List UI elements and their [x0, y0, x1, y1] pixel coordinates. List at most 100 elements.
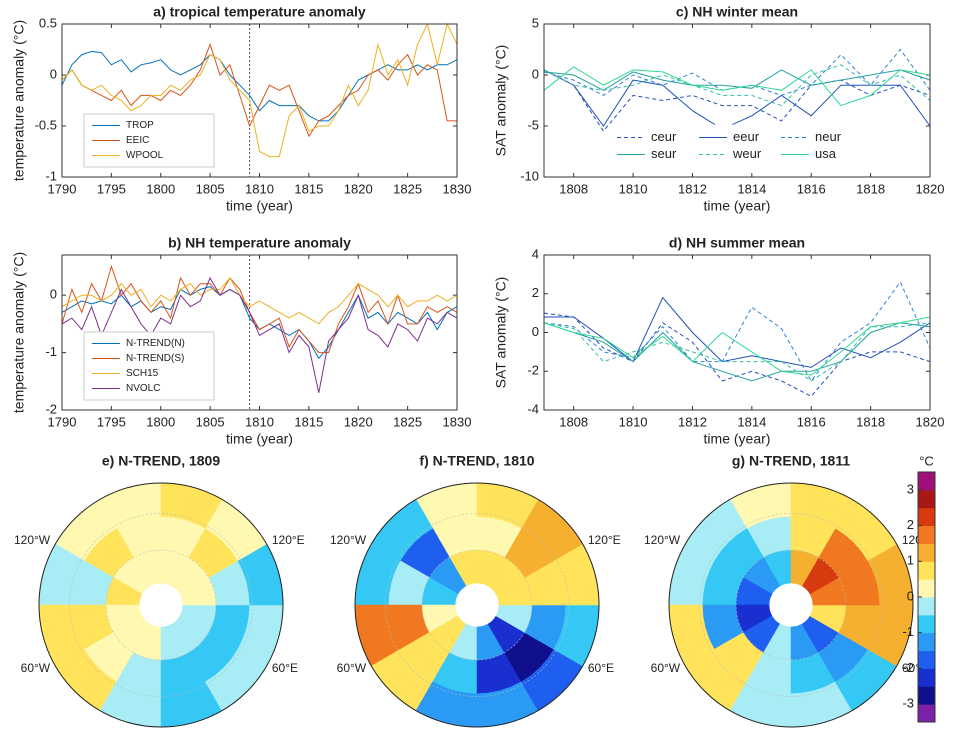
- series-line: [543, 69, 931, 130]
- colorbar-tick-label: -1: [902, 624, 914, 639]
- y-axis-label: SAT anomaly (°C): [493, 45, 509, 157]
- x-tick-label: 1816: [797, 414, 826, 429]
- y-tick-label: 0: [50, 66, 57, 81]
- y-axis-label: SAT anomaly (°C): [493, 277, 509, 389]
- colorbar-band: [918, 614, 935, 634]
- colorbar-band: [918, 668, 935, 687]
- series-line: [543, 66, 931, 107]
- legend-label: TROP: [126, 120, 154, 131]
- y-tick-label: -2: [45, 401, 57, 416]
- x-tick-label: 1820: [344, 181, 373, 196]
- x-tick-label: 1810: [619, 414, 648, 429]
- x-tick-label: 1790: [48, 414, 77, 429]
- graticule: [69, 513, 253, 697]
- series-line: [543, 69, 931, 132]
- lon-label: 60°W: [651, 661, 681, 675]
- colorbar-tick-label: 1: [907, 553, 914, 568]
- lon-label: 60°E: [588, 661, 614, 675]
- legend-label: weur: [732, 146, 762, 161]
- y-tick-label: 0: [50, 287, 57, 302]
- x-axis-label: time (year): [704, 198, 771, 214]
- x-tick-label: 1795: [97, 181, 126, 196]
- x-tick-label: 1818: [856, 414, 885, 429]
- legend-label: ceur: [651, 129, 677, 144]
- x-tick-label: 1810: [245, 181, 274, 196]
- x-tick-label: 1808: [559, 414, 588, 429]
- colorbar-band: [918, 472, 935, 491]
- x-axis-label: time (year): [226, 431, 293, 447]
- axes-box: [61, 254, 458, 411]
- colorbar-band: [918, 704, 935, 723]
- chart-title: a) tropical temperature anomaly: [153, 4, 366, 20]
- map-title: e) N-TREND, 1809: [102, 453, 220, 469]
- colorbar-band: [918, 632, 935, 652]
- colorbar-band: [918, 597, 935, 616]
- y-tick-label: -2: [527, 363, 539, 378]
- graticule: [385, 513, 569, 697]
- colorbar-band: [918, 686, 935, 705]
- y-tick-label: -10: [520, 168, 539, 183]
- legend-label: usa: [815, 146, 837, 161]
- x-tick-label: 1795: [97, 414, 126, 429]
- x-tick-label: 1820: [916, 414, 945, 429]
- x-tick-label: 1815: [294, 181, 323, 196]
- series-line: [544, 296, 931, 368]
- colorbar-tick-label: 3: [907, 481, 914, 496]
- x-tick-label: 1818: [856, 181, 885, 196]
- lon-label: 120°W: [330, 533, 367, 547]
- x-tick-label: 1800: [146, 414, 175, 429]
- x-axis-label: time (year): [704, 431, 771, 447]
- graticule: [105, 549, 217, 661]
- y-tick-label: 2: [532, 285, 539, 300]
- legend-label: eeur: [733, 129, 760, 144]
- series-line: [543, 69, 931, 91]
- colorbar-band: [918, 650, 935, 669]
- lon-label: 60°E: [272, 661, 298, 675]
- x-tick-label: 1810: [619, 181, 648, 196]
- x-tick-label: 1825: [393, 181, 422, 196]
- x-tick-label: 1800: [146, 181, 175, 196]
- lon-label: 120°W: [644, 533, 681, 547]
- legend-label: WPOOL: [126, 150, 164, 161]
- x-tick-label: 1816: [797, 181, 826, 196]
- lon-label: 120°W: [14, 533, 51, 547]
- x-tick-label: 1812: [678, 181, 707, 196]
- series-line: [543, 281, 931, 382]
- lon-label: 120°E: [588, 533, 621, 547]
- series-line: [543, 322, 931, 382]
- map-border: [38, 482, 284, 728]
- lon-label: 60°W: [21, 661, 51, 675]
- x-tick-label: 1812: [678, 414, 707, 429]
- legend-label: N-TREND(S): [126, 353, 184, 364]
- x-tick-label: 1790: [48, 181, 77, 196]
- axes-box: [543, 23, 931, 178]
- colorbar-tick-label: 0: [907, 588, 914, 603]
- x-tick-label: 1815: [294, 414, 323, 429]
- legend-label: EEIC: [126, 135, 149, 146]
- x-tick-label: 1808: [559, 181, 588, 196]
- colorbar-band: [918, 489, 935, 509]
- legend-label: SCH15: [126, 368, 159, 379]
- y-axis-label: temperature anomaly (°C): [11, 252, 27, 413]
- x-tick-label: 1814: [737, 414, 766, 429]
- series-line: [61, 277, 458, 325]
- x-tick-label: 1820: [344, 414, 373, 429]
- lon-label: 120°E: [272, 533, 305, 547]
- x-tick-label: 1830: [443, 181, 472, 196]
- colorbar-tick-label: -3: [902, 696, 914, 711]
- y-tick-label: -5: [527, 117, 539, 132]
- map-title: g) N-TREND, 1811: [732, 453, 850, 469]
- x-tick-label: 1805: [196, 181, 225, 196]
- axes-box: [61, 23, 458, 178]
- series-line: [61, 50, 458, 122]
- colorbar-band: [918, 579, 935, 598]
- x-tick-label: 1810: [245, 414, 274, 429]
- chart-title: d) NH summer mean: [669, 235, 805, 251]
- map-title: f) N-TREND, 1810: [419, 453, 534, 469]
- series-line: [543, 64, 931, 107]
- y-tick-label: -1: [45, 344, 57, 359]
- x-tick-label: 1814: [737, 181, 766, 196]
- legend-label: neur: [815, 129, 842, 144]
